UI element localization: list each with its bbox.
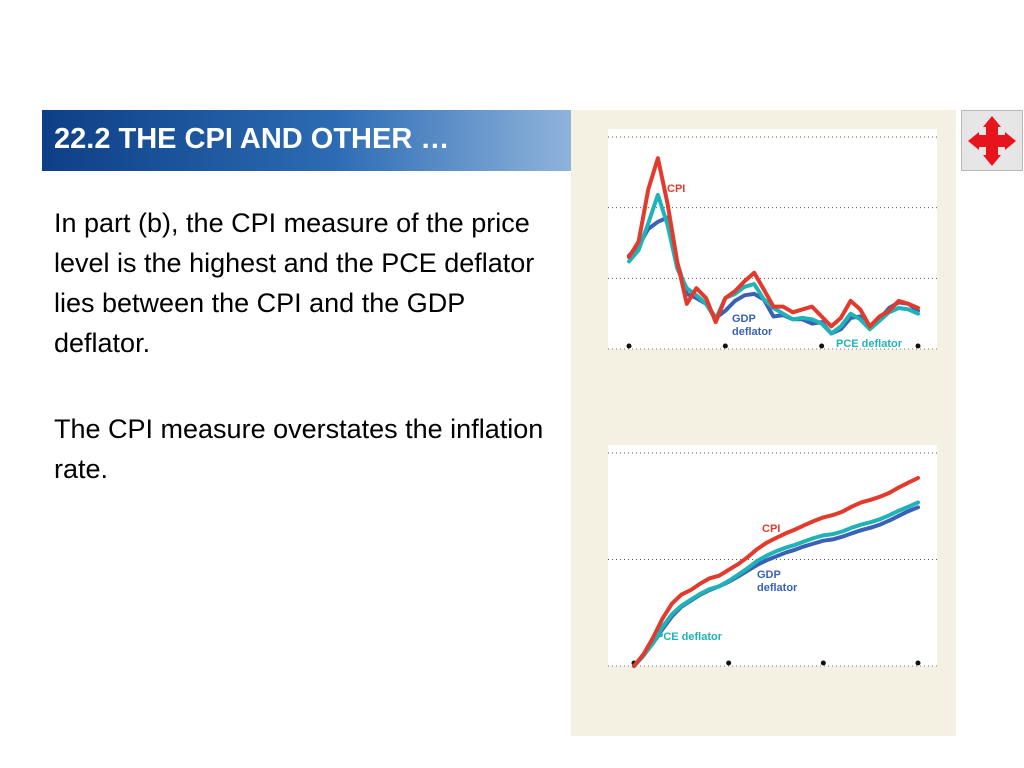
series-label-line: deflator xyxy=(757,582,798,594)
series-label-pce-deflator: PCE deflator xyxy=(656,631,723,643)
body-paragraph-2: The CPI measure overstates the inflation… xyxy=(54,414,544,484)
icon-shape xyxy=(978,135,1006,147)
series-label-cpi: CPI xyxy=(667,183,685,195)
figure-panel: CPI PCE deflator GDP deflator CPI PCE deflato… xyxy=(571,110,956,736)
x-tick-dot xyxy=(722,343,728,349)
x-tick-dot xyxy=(819,343,825,349)
arrow-right-shape xyxy=(1005,132,1016,150)
x-tick-dot xyxy=(915,343,921,349)
series-line-cpi xyxy=(632,476,920,668)
series-label-cpi: CPI xyxy=(762,523,780,535)
x-tick-dot xyxy=(820,660,826,666)
series-label-line: deflator xyxy=(732,326,773,338)
series-label-line: CPI xyxy=(762,523,780,535)
x-tick-dot xyxy=(915,660,921,666)
series-label-line: CPI xyxy=(667,183,685,195)
arrow-down-shape xyxy=(983,155,1001,166)
arrow-up-shape xyxy=(983,116,1001,127)
series-line-pce-deflator xyxy=(632,500,920,668)
series-label-line: GDP xyxy=(757,569,781,581)
series-label-line: GDP xyxy=(732,313,756,325)
four-arrows-move-icon xyxy=(968,116,1016,166)
arrow-left-shape xyxy=(968,132,979,150)
series-label-line: PCE deflator xyxy=(656,631,723,643)
slide-title: 22.2 THE CPI AND OTHER … xyxy=(54,123,450,155)
navigation-button[interactable] xyxy=(961,110,1023,171)
series-label-gdp-deflator: GDP deflator xyxy=(757,569,798,594)
series-label-pce-deflator: PCE deflator xyxy=(836,338,903,350)
chart-a: CPI PCE deflator GDP deflator xyxy=(608,129,937,350)
body-paragraph-1: In part (b), the CPI measure of the pric… xyxy=(54,208,535,358)
series-label-gdp-deflator: GDP deflator xyxy=(732,313,773,338)
series-line-cpi xyxy=(627,156,920,329)
x-tick-dot xyxy=(726,660,732,666)
title-bar: 22.2 THE CPI AND OTHER … xyxy=(42,110,572,171)
series-label-line: PCE deflator xyxy=(836,338,903,350)
chart-b: CPI PCE deflator GDP deflator xyxy=(608,445,937,668)
x-tick-dot xyxy=(626,343,632,349)
